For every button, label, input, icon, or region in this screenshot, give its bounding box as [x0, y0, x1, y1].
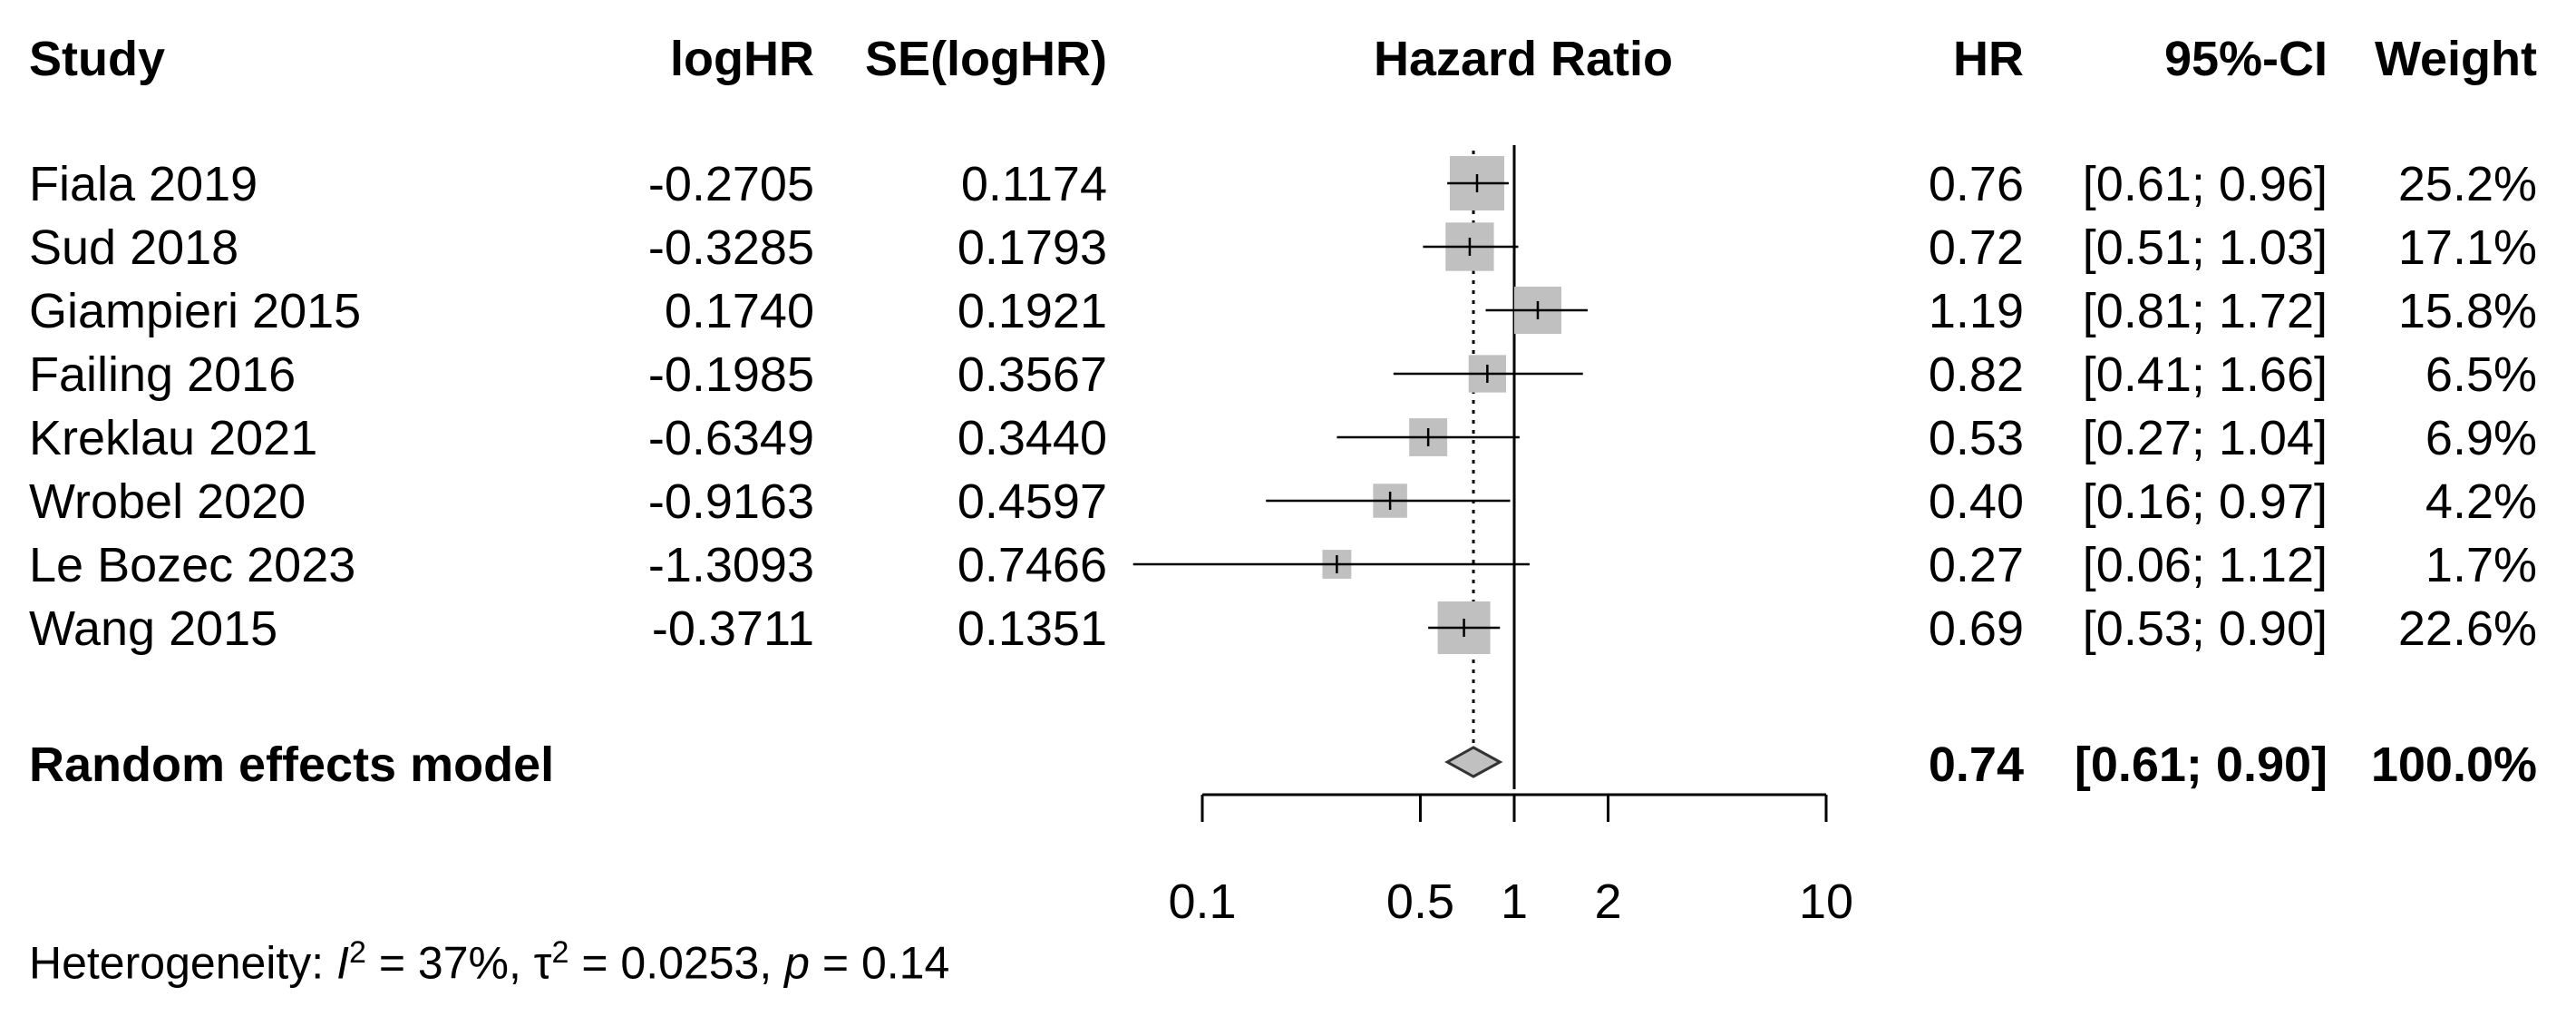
study-weight: 17.1% — [2397, 220, 2537, 275]
p-value: = 0.14 — [809, 937, 950, 989]
study-ci: [0.27; 1.04] — [2082, 411, 2328, 465]
study-se: 0.4597 — [957, 474, 1107, 529]
study-se: 0.1793 — [957, 220, 1107, 275]
header-se: SE(logHR) — [865, 32, 1107, 86]
study-weight: 25.2% — [2397, 157, 2537, 211]
tau-superscript: 2 — [551, 935, 569, 970]
study-weight: 4.2% — [2425, 474, 2537, 529]
heterogeneity-prefix: Heterogeneity: — [29, 937, 337, 989]
pooled-ci: [0.61; 0.90] — [2074, 738, 2328, 792]
x-tick-label: 2 — [1595, 875, 1622, 929]
study-ci: [0.16; 0.97] — [2082, 474, 2328, 529]
study-weight: 1.7% — [2425, 538, 2537, 592]
study-se: 0.1174 — [960, 157, 1107, 211]
header-loghr: logHR — [670, 32, 814, 86]
study-hr: 0.69 — [1928, 601, 2024, 656]
study-name: Fiala 2019 — [29, 157, 258, 211]
x-tick-label: 10 — [1799, 875, 1853, 929]
study-loghr: -0.6349 — [647, 411, 814, 465]
study-name: Le Bozec 2023 — [29, 538, 356, 592]
heterogeneity-text: Heterogeneity: I2 = 37%, τ2 = 0.0253, p … — [29, 937, 949, 986]
study-ci: [0.81; 1.72] — [2082, 284, 2328, 338]
x-tick-label: 0.5 — [1386, 875, 1454, 929]
study-weight: 15.8% — [2397, 284, 2537, 338]
i2-superscript: 2 — [349, 935, 366, 970]
study-loghr: -0.1985 — [647, 347, 814, 402]
study-hr: 0.72 — [1928, 220, 2024, 275]
study-hr: 1.19 — [1928, 284, 2024, 338]
study-hr: 0.40 — [1928, 474, 2024, 529]
study-hr: 0.53 — [1928, 411, 2024, 465]
study-hr: 0.27 — [1928, 538, 2024, 592]
study-se: 0.1351 — [957, 601, 1107, 656]
study-ci: [0.41; 1.66] — [2082, 347, 2328, 402]
p-symbol: p — [784, 937, 810, 989]
header-hr: HR — [1953, 32, 2024, 86]
header-study: Study — [29, 32, 166, 86]
study-name: Sud 2018 — [29, 220, 239, 275]
i2-value: = 37%, — [365, 937, 534, 989]
tau-symbol: τ — [533, 937, 552, 989]
study-name: Giampieri 2015 — [29, 284, 362, 338]
study-weight: 6.9% — [2425, 411, 2537, 465]
study-loghr: -0.3711 — [651, 601, 814, 656]
study-ci: [0.61; 0.96] — [2082, 157, 2328, 211]
study-weight: 22.6% — [2397, 601, 2537, 656]
pooled-diamond — [1444, 746, 1503, 778]
study-name: Wang 2015 — [29, 601, 278, 656]
i2-symbol: I — [336, 937, 349, 989]
tau-value: = 0.0253, — [569, 937, 785, 989]
study-se: 0.3567 — [957, 347, 1107, 402]
study-ci: [0.06; 1.12] — [2082, 538, 2328, 592]
study-loghr: -0.3285 — [647, 220, 814, 275]
header-hazard-ratio: Hazard Ratio — [1373, 32, 1674, 86]
study-weight: 6.5% — [2425, 347, 2537, 402]
study-hr: 0.82 — [1928, 347, 2024, 402]
x-tick-label: 0.1 — [1168, 875, 1236, 929]
study-name: Kreklau 2021 — [29, 411, 318, 465]
study-loghr: -0.2705 — [647, 157, 814, 211]
study-se: 0.1921 — [957, 284, 1107, 338]
study-loghr: -1.3093 — [647, 538, 814, 592]
study-ci: [0.51; 1.03] — [2082, 220, 2328, 275]
study-loghr: 0.1740 — [664, 284, 814, 338]
header-weight: Weight — [2375, 32, 2537, 86]
study-ci: [0.53; 0.90] — [2082, 601, 2328, 656]
pooled-weight: 100.0% — [2370, 738, 2537, 792]
study-se: 0.3440 — [957, 411, 1107, 465]
pooled-name: Random effects model — [29, 738, 555, 792]
study-loghr: -0.9163 — [647, 474, 814, 529]
study-name: Wrobel 2020 — [29, 474, 306, 529]
pooled-hr: 0.74 — [1928, 738, 2024, 792]
study-hr: 0.76 — [1928, 157, 2024, 211]
study-name: Failing 2016 — [29, 347, 296, 402]
header-ci: 95%-CI — [2163, 32, 2328, 86]
x-tick-label: 1 — [1501, 875, 1528, 929]
study-se: 0.7466 — [957, 538, 1107, 592]
